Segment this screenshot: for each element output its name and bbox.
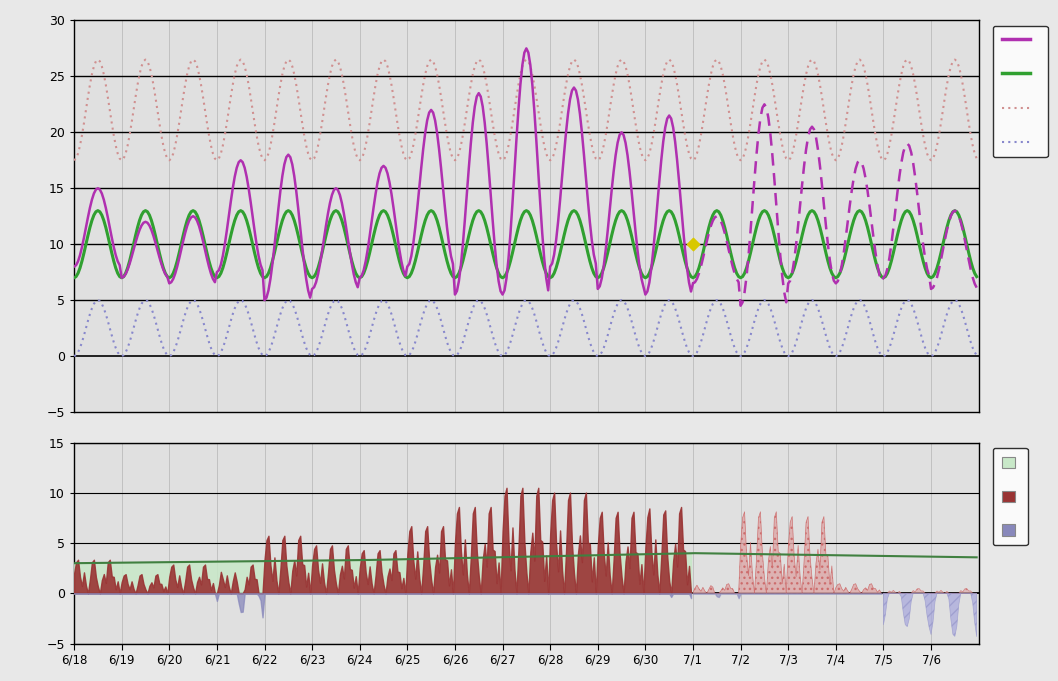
Point xyxy=(685,239,701,250)
Legend: , , , : , , , xyxy=(993,26,1047,157)
Legend: , , : , , xyxy=(993,448,1027,545)
